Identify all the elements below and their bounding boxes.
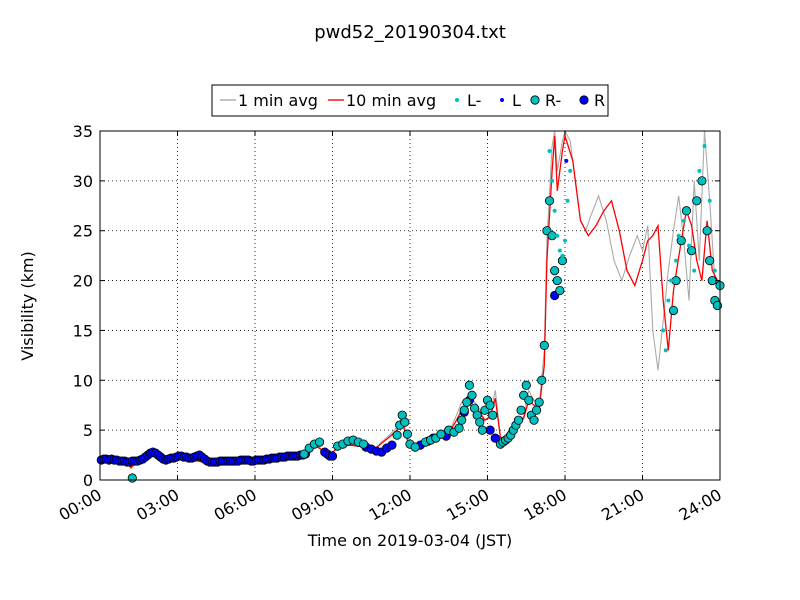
point-r-minus [475, 417, 485, 427]
y-axis-label: Visibility (km) [18, 251, 37, 360]
point-l-minus [563, 238, 567, 243]
series-layer [96, 129, 725, 483]
legend-swatch-big-dot [579, 95, 589, 105]
point-r-minus [681, 206, 692, 216]
point-l-minus [661, 328, 666, 333]
y-tick-label: 20 [73, 272, 93, 291]
y-tick-label: 10 [73, 371, 93, 390]
point-r-minus [459, 405, 469, 415]
legend-frame [211, 84, 609, 117]
legend-swatch-small-dot [455, 98, 459, 102]
point-r-minus [557, 256, 568, 266]
y-tick-label: 35 [73, 122, 93, 141]
point-r-minus [462, 397, 472, 407]
legend-label: L [512, 91, 521, 110]
legend-label: R [594, 91, 605, 110]
legend-label: R- [545, 91, 561, 110]
point-r-minus [697, 176, 707, 186]
point-l-minus [666, 298, 671, 303]
point-l-minus [674, 258, 679, 263]
point-l-minus [552, 208, 557, 213]
point-r-minus [534, 397, 544, 407]
point-r [327, 451, 338, 461]
point-r-minus [531, 405, 542, 415]
point-r-minus [467, 390, 477, 400]
point-r-minus [488, 410, 498, 420]
point-r-minus [552, 275, 562, 286]
y-tick-label: 0 [83, 471, 93, 490]
point-r-minus [464, 380, 475, 390]
point-r-minus [686, 246, 697, 256]
point-l-minus [712, 268, 717, 273]
point-r [490, 433, 500, 443]
point-l-minus [560, 253, 565, 258]
legend-label: L- [467, 91, 481, 110]
y-tick-label: 15 [73, 321, 93, 340]
point-r-minus [529, 415, 539, 425]
point-l-minus [568, 168, 573, 173]
point-r [485, 425, 495, 435]
point-l [564, 158, 569, 163]
legend-swatch-small-dot [500, 98, 504, 102]
point-r-minus [671, 275, 681, 286]
point-r-minus [454, 423, 464, 433]
point-r-minus [544, 196, 555, 206]
point-r-minus [555, 285, 565, 296]
point-l-minus [668, 278, 673, 283]
point-l-minus [676, 233, 681, 238]
point-r-minus [550, 265, 560, 276]
y-tick-label: 5 [83, 421, 93, 440]
point-l-minus [702, 143, 707, 148]
point-r-minus [392, 430, 402, 440]
point-r-minus [521, 380, 531, 390]
point-r-minus [477, 425, 487, 435]
point-r-minus [457, 415, 467, 425]
legend-label: 10 min avg [346, 91, 436, 110]
point-l-minus [692, 268, 697, 273]
legend-label: 1 min avg [238, 91, 318, 110]
point-r [387, 440, 397, 450]
point-r-minus [485, 400, 495, 410]
plot-area: 00:00 03:00 06:00 09:00 12:00 15:00 18:00 21:00… [56, 122, 725, 525]
legend: 1 min avg 10 min avg L- L R- R [211, 84, 609, 117]
point-l-minus [697, 168, 702, 173]
point-l-minus [681, 218, 686, 223]
point-r-minus [539, 340, 549, 350]
legend-items: 1 min avg 10 min avg L- L R- R [220, 91, 605, 110]
point-l-minus [707, 198, 712, 203]
point-r-minus [516, 405, 526, 415]
grid [100, 131, 720, 480]
point-r-minus [513, 415, 524, 425]
point-r-minus [702, 226, 712, 236]
point-r-minus [524, 395, 534, 405]
point-r-minus [358, 439, 369, 449]
point-r-minus [299, 449, 309, 459]
point-l-minus [687, 243, 691, 248]
point-r-minus [127, 473, 137, 483]
x-axis-label: Time on 2019-03-04 (JST) [307, 531, 512, 550]
point-l-minus [565, 198, 570, 203]
legend-swatch-big-dot [530, 95, 540, 105]
point-r-minus [314, 437, 325, 447]
point-r-minus [668, 305, 679, 316]
point-r-minus [436, 429, 446, 439]
y-tick-label: 25 [73, 222, 93, 241]
y-tick-label: 30 [73, 172, 93, 191]
point-l-minus [557, 248, 562, 253]
point-r-minus [400, 417, 410, 427]
point-r-minus [692, 196, 702, 206]
point-l-minus [550, 178, 555, 183]
point-l-minus [547, 148, 552, 153]
point-r-minus [410, 442, 420, 452]
point-r-minus [537, 375, 547, 385]
point-l-minus [555, 233, 560, 238]
chart-title: pwd52_20190304.txt [314, 22, 506, 43]
plot-background [100, 131, 720, 480]
point-l-minus [663, 348, 668, 353]
point-r-minus [676, 236, 686, 246]
point-r-minus [547, 231, 557, 241]
point-r-minus [402, 429, 413, 439]
point-r-minus [705, 256, 715, 266]
